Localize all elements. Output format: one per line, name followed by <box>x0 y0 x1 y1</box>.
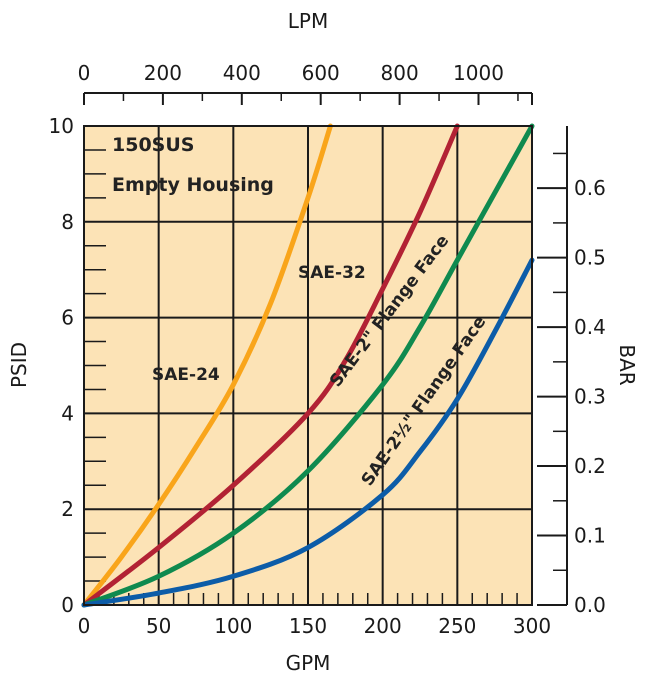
y-tick-label: 0 <box>61 593 74 617</box>
bottom-axis-title: GPM <box>286 651 331 675</box>
x2-tick-label: 200 <box>144 61 182 85</box>
series-lines <box>81 123 535 608</box>
series-label-sae-32: SAE-32 <box>298 263 366 283</box>
top-tick-labels: 0 200 400 600 800 1000 <box>78 61 504 85</box>
y-tick-label: 8 <box>61 210 74 234</box>
x2-tick-label: 1000 <box>453 61 504 85</box>
series-line-sae-32 <box>81 123 460 608</box>
series-line-sae-24 <box>81 123 333 608</box>
y2-tick-label: 0.0 <box>574 593 606 617</box>
series-line-sae-2-flange <box>81 123 535 608</box>
series-label-sae-24: SAE-24 <box>152 365 220 385</box>
y-tick-label: 6 <box>61 306 74 330</box>
x-tick-label: 0 <box>78 614 91 638</box>
right-axis-title: BAR <box>615 344 639 385</box>
y2-tick-label: 0.3 <box>574 385 606 409</box>
x2-tick-label: 600 <box>302 61 340 85</box>
y2-tick-label: 0.5 <box>574 246 606 270</box>
y2-tick-label: 0.2 <box>574 454 606 478</box>
y2-tick-label: 0.4 <box>574 315 606 339</box>
y2-tick-label: 0.1 <box>574 524 606 548</box>
x2-tick-label: 400 <box>223 61 261 85</box>
top-axis <box>83 92 533 105</box>
x-tick-label: 100 <box>214 614 252 638</box>
series-line-sae-2-half-flange <box>81 257 535 608</box>
x-tick-label: 50 <box>146 614 171 638</box>
right-axis <box>537 126 568 606</box>
annotation-housing: Empty Housing <box>112 174 274 196</box>
y-tick-label: 4 <box>61 401 74 425</box>
bottom-tick-labels: 0 50 100 150 200 250 300 <box>78 614 551 638</box>
y-tick-label: 10 <box>49 114 74 138</box>
x-tick-label: 250 <box>438 614 476 638</box>
annotation-viscosity: 150SUS <box>112 134 194 156</box>
left-axis-title: PSID <box>7 342 31 388</box>
x-tick-label: 200 <box>364 614 402 638</box>
x2-tick-label: 0 <box>78 61 91 85</box>
top-axis-title: LPM <box>288 9 328 33</box>
right-tick-labels: 0.0 0.1 0.2 0.3 0.4 0.5 0.6 <box>574 176 606 617</box>
plot-frame <box>83 125 533 606</box>
x2-tick-label: 800 <box>381 61 419 85</box>
x-tick-label: 150 <box>289 614 327 638</box>
x-tick-label: 300 <box>513 614 551 638</box>
y-tick-label: 2 <box>61 497 74 521</box>
y2-tick-label: 0.6 <box>574 176 606 200</box>
left-tick-labels: 0 2 4 6 8 10 <box>49 114 74 617</box>
